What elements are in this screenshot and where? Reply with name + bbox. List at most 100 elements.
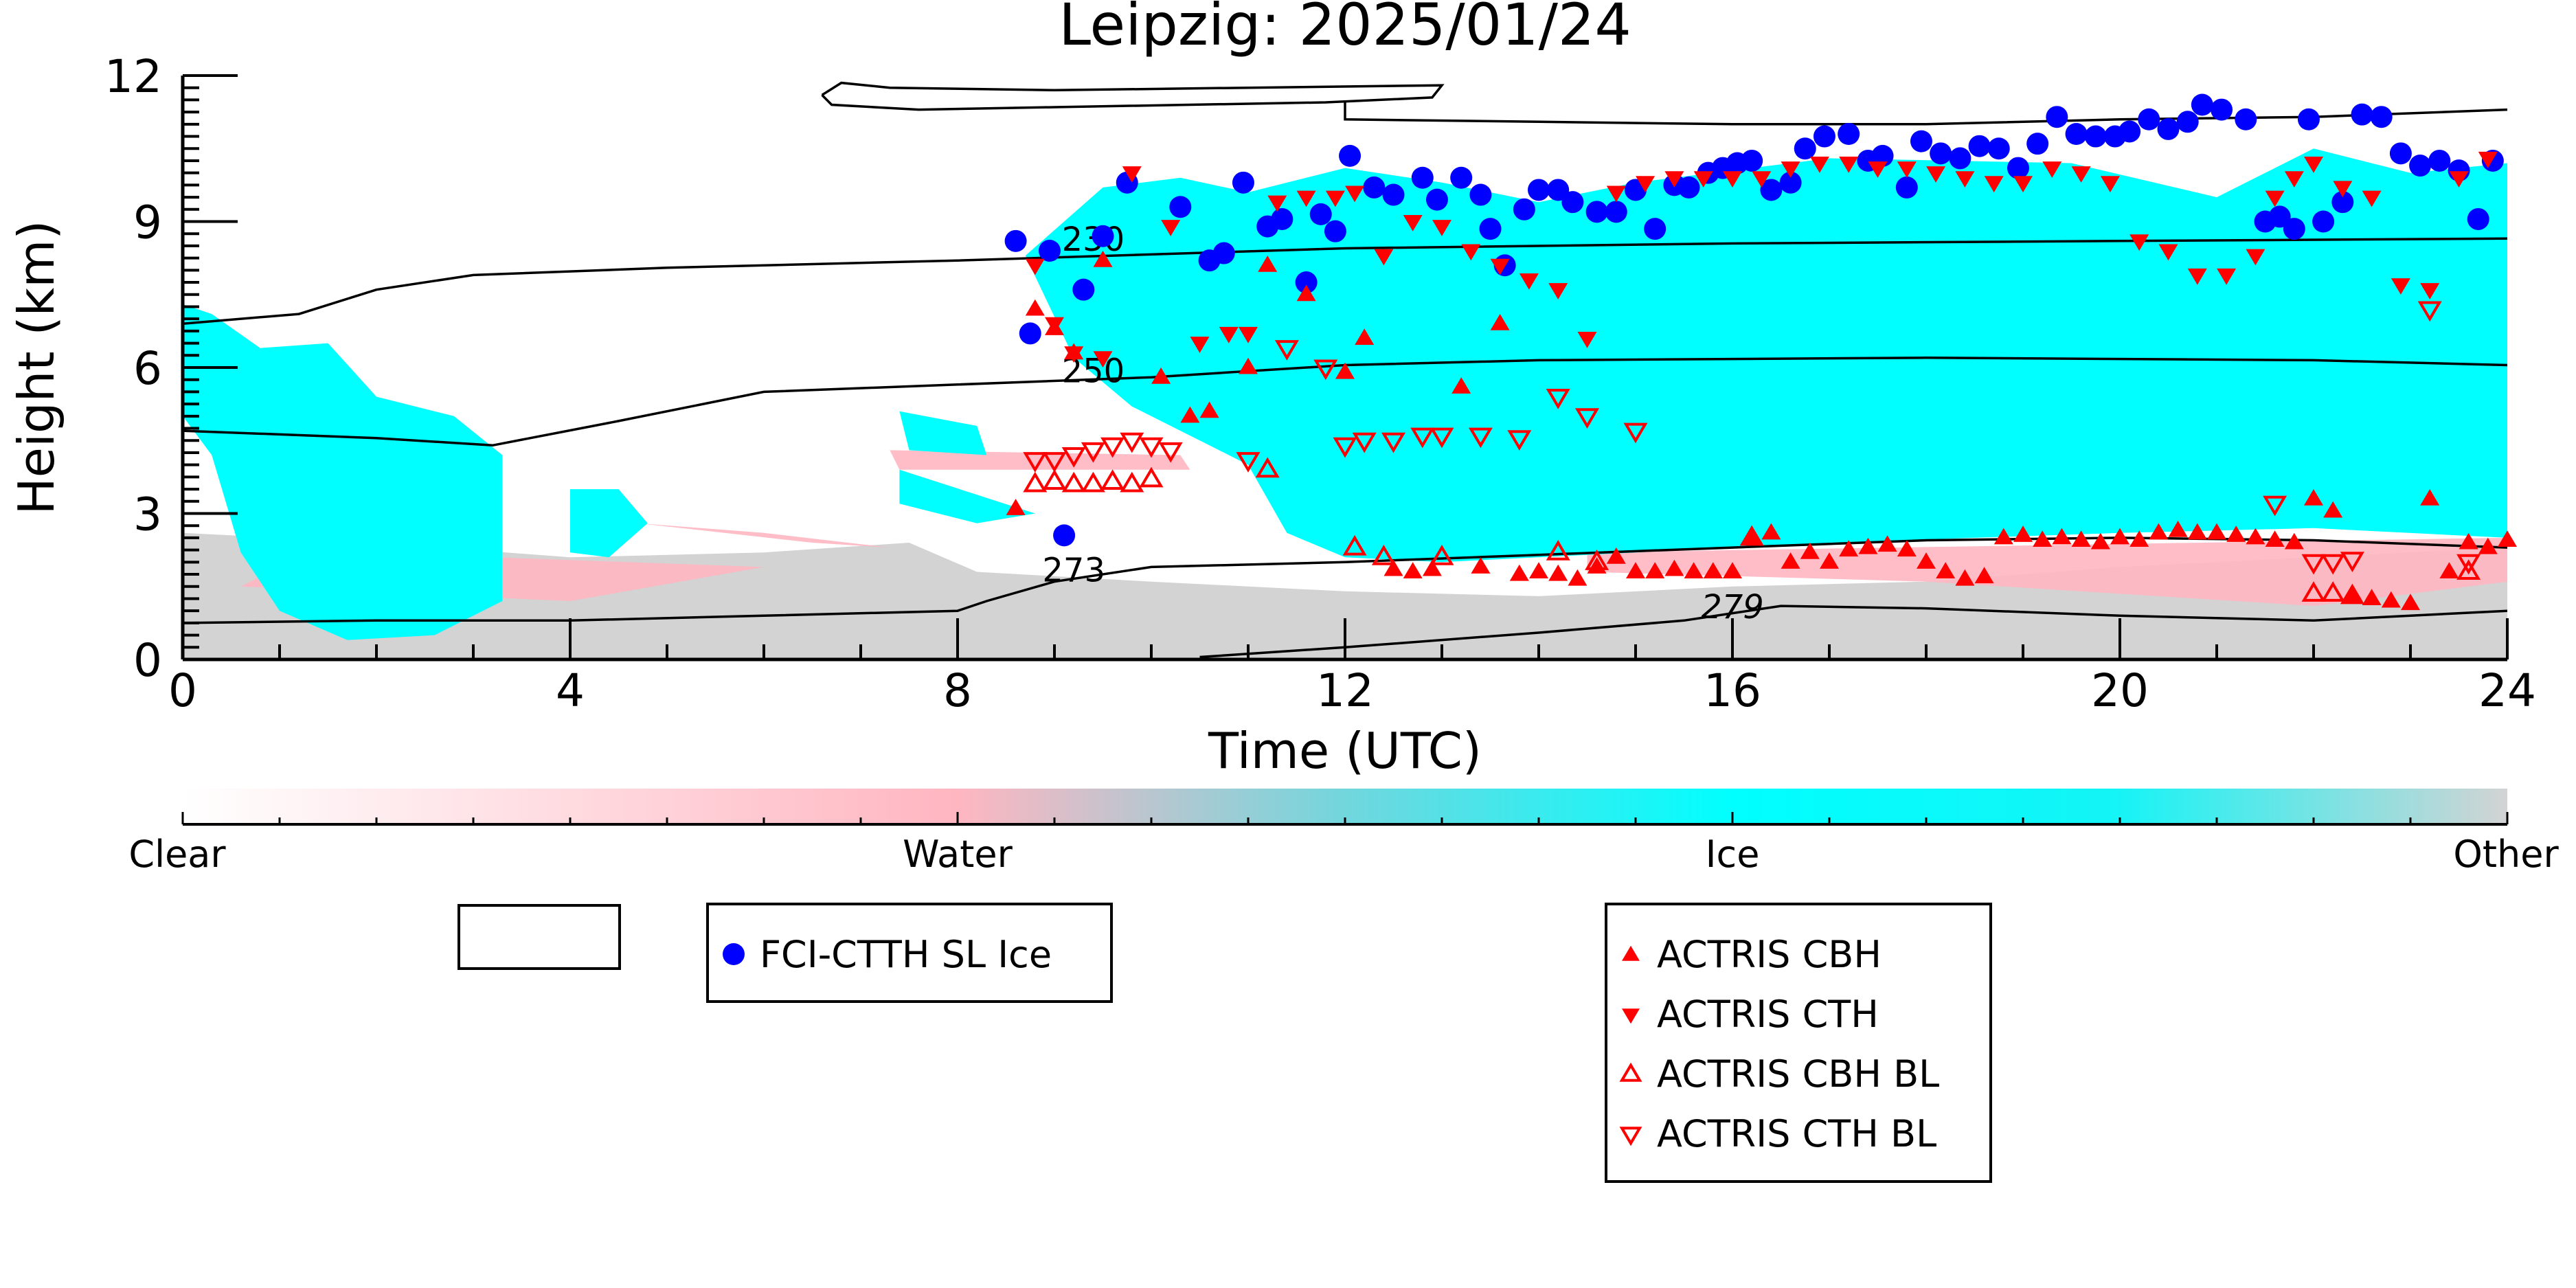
field-water-band: [1587, 537, 2507, 607]
legend-actris-markers: [1619, 945, 1642, 1146]
marker-0-23: [1479, 218, 1502, 240]
legend-actris: ACTRIS CBH ACTRIS CTH ACTRIS CBH BL ACTR…: [1605, 903, 1992, 1183]
marker-2-2: [1064, 346, 1084, 363]
legend-marker-1: [1622, 945, 1640, 961]
marker-2-26: [1752, 171, 1772, 188]
field-ice-lower: [899, 469, 1035, 523]
marker-2-19: [1548, 283, 1568, 300]
marker-4-22: [2301, 554, 2326, 575]
marker-3-16: [2340, 583, 2364, 605]
y-axis-label: Height (km): [8, 221, 65, 515]
marker-1-44: [1993, 528, 2013, 545]
marker-2-47: [2333, 181, 2353, 198]
marker-0-10: [1232, 171, 1254, 194]
marker-3-9: [1371, 545, 1396, 565]
marker-1-1: [1025, 299, 1045, 316]
marker-1-24: [1606, 547, 1626, 564]
marker-2-17: [1490, 258, 1510, 275]
marker-0-30: [1605, 201, 1627, 223]
marker-0-45: [1871, 144, 1894, 167]
marker-1-28: [1684, 562, 1704, 578]
y-tick-label-2: 6: [133, 342, 162, 395]
axes: 0 4 8 12 16 20 24 0 3 6 9 12: [104, 50, 2536, 717]
x-tick-label-4: 16: [1704, 664, 1761, 717]
x-tick-label-6: 24: [2478, 664, 2536, 717]
marker-1-53: [2168, 521, 2188, 537]
marker-1-19: [1509, 564, 1529, 581]
marker-1-13: [1383, 559, 1403, 576]
marker-0-29: [1585, 201, 1608, 223]
marker-1-49: [2090, 532, 2110, 550]
legend-cbh-bl-label: ACTRIS CBH BL: [1657, 1052, 1939, 1096]
marker-3-6: [1139, 466, 1164, 488]
legend-marker-4: [1619, 1127, 1642, 1146]
marker-0-43: [1838, 123, 1860, 145]
marker-1-11: [1335, 362, 1355, 379]
marker-1-5: [1151, 367, 1171, 384]
marker-2-3: [1093, 351, 1113, 368]
legend-fci-frame: [706, 903, 1113, 1003]
marker-0-9: [1212, 242, 1235, 264]
marker-2-15: [1432, 220, 1451, 236]
marker-1-67: [2439, 562, 2459, 578]
legend-cbh-label: ACTRIS CBH: [1657, 933, 1882, 976]
marker-4-1: [1042, 452, 1067, 473]
marker-1-51: [2129, 530, 2149, 547]
marker-2-49: [2391, 278, 2410, 295]
y-tick-label-0: 0: [133, 634, 162, 687]
marker-1-63: [2362, 589, 2382, 605]
marker-1-66: [2420, 489, 2440, 506]
y-tick-label-1: 3: [133, 488, 162, 541]
marker-2-31: [1897, 161, 1917, 178]
marker-1-59: [2284, 532, 2304, 550]
marker-3-11: [1546, 539, 1570, 561]
marker-3-15: [2320, 581, 2345, 602]
marker-1-10: [1296, 284, 1316, 302]
x-tick-label-2: 8: [943, 664, 972, 717]
marker-3-10: [1430, 545, 1454, 565]
marker-0-56: [2084, 125, 2107, 148]
marker-4-9: [1274, 340, 1299, 361]
colorbar-label-other: Other: [2453, 833, 2559, 876]
marker-0-77: [2467, 207, 2489, 230]
legend-fci: FCI-CTTH SL Ice: [706, 903, 1113, 1003]
marker-0-22: [1469, 183, 1492, 206]
marker-2-35: [2013, 176, 2033, 193]
marker-2-38: [2100, 176, 2120, 193]
chart-title: Leipzig: 2025/01/24: [1059, 0, 1631, 58]
marker-0-32: [1644, 218, 1667, 240]
marker-3-3: [1081, 471, 1105, 493]
legend-actris-frame: [1605, 903, 1992, 1183]
marker-0-7: [1169, 196, 1192, 218]
marker-1-34: [1800, 542, 1820, 559]
x-tick-label-1: 4: [556, 664, 585, 717]
marker-1-52: [2149, 523, 2169, 540]
marker-1-56: [2226, 526, 2246, 542]
marker-2-36: [2042, 161, 2062, 178]
marker-4-8: [1236, 452, 1261, 473]
marker-2-21: [1606, 185, 1626, 203]
field-ice-blob: [899, 411, 987, 455]
colorbar-label-water: Water: [903, 833, 1013, 876]
series-0: [1004, 93, 2504, 547]
marker-3-8: [1342, 534, 1367, 556]
marker-0-62: [2191, 93, 2213, 116]
marker-1-33: [1781, 552, 1800, 569]
marker-2-4: [1122, 166, 1142, 183]
marker-3-7: [1255, 457, 1280, 478]
marker-4-26: [2456, 554, 2481, 575]
marker-1-36: [1839, 540, 1859, 557]
marker-0-74: [2409, 155, 2432, 177]
marker-3-5: [1120, 471, 1144, 493]
marker-4-7: [1158, 442, 1183, 463]
marker-4-10: [1313, 359, 1338, 381]
marker-1-42: [1955, 569, 1975, 586]
marker-0-69: [2312, 210, 2335, 233]
marker-0-13: [1295, 271, 1318, 294]
marker-0-20: [1425, 188, 1448, 211]
marker-2-1: [1045, 317, 1064, 334]
marker-1-60: [2304, 489, 2323, 506]
marker-2-27: [1781, 161, 1800, 178]
contour-line-2: [183, 536, 2507, 624]
marker-2-23: [1664, 171, 1684, 188]
